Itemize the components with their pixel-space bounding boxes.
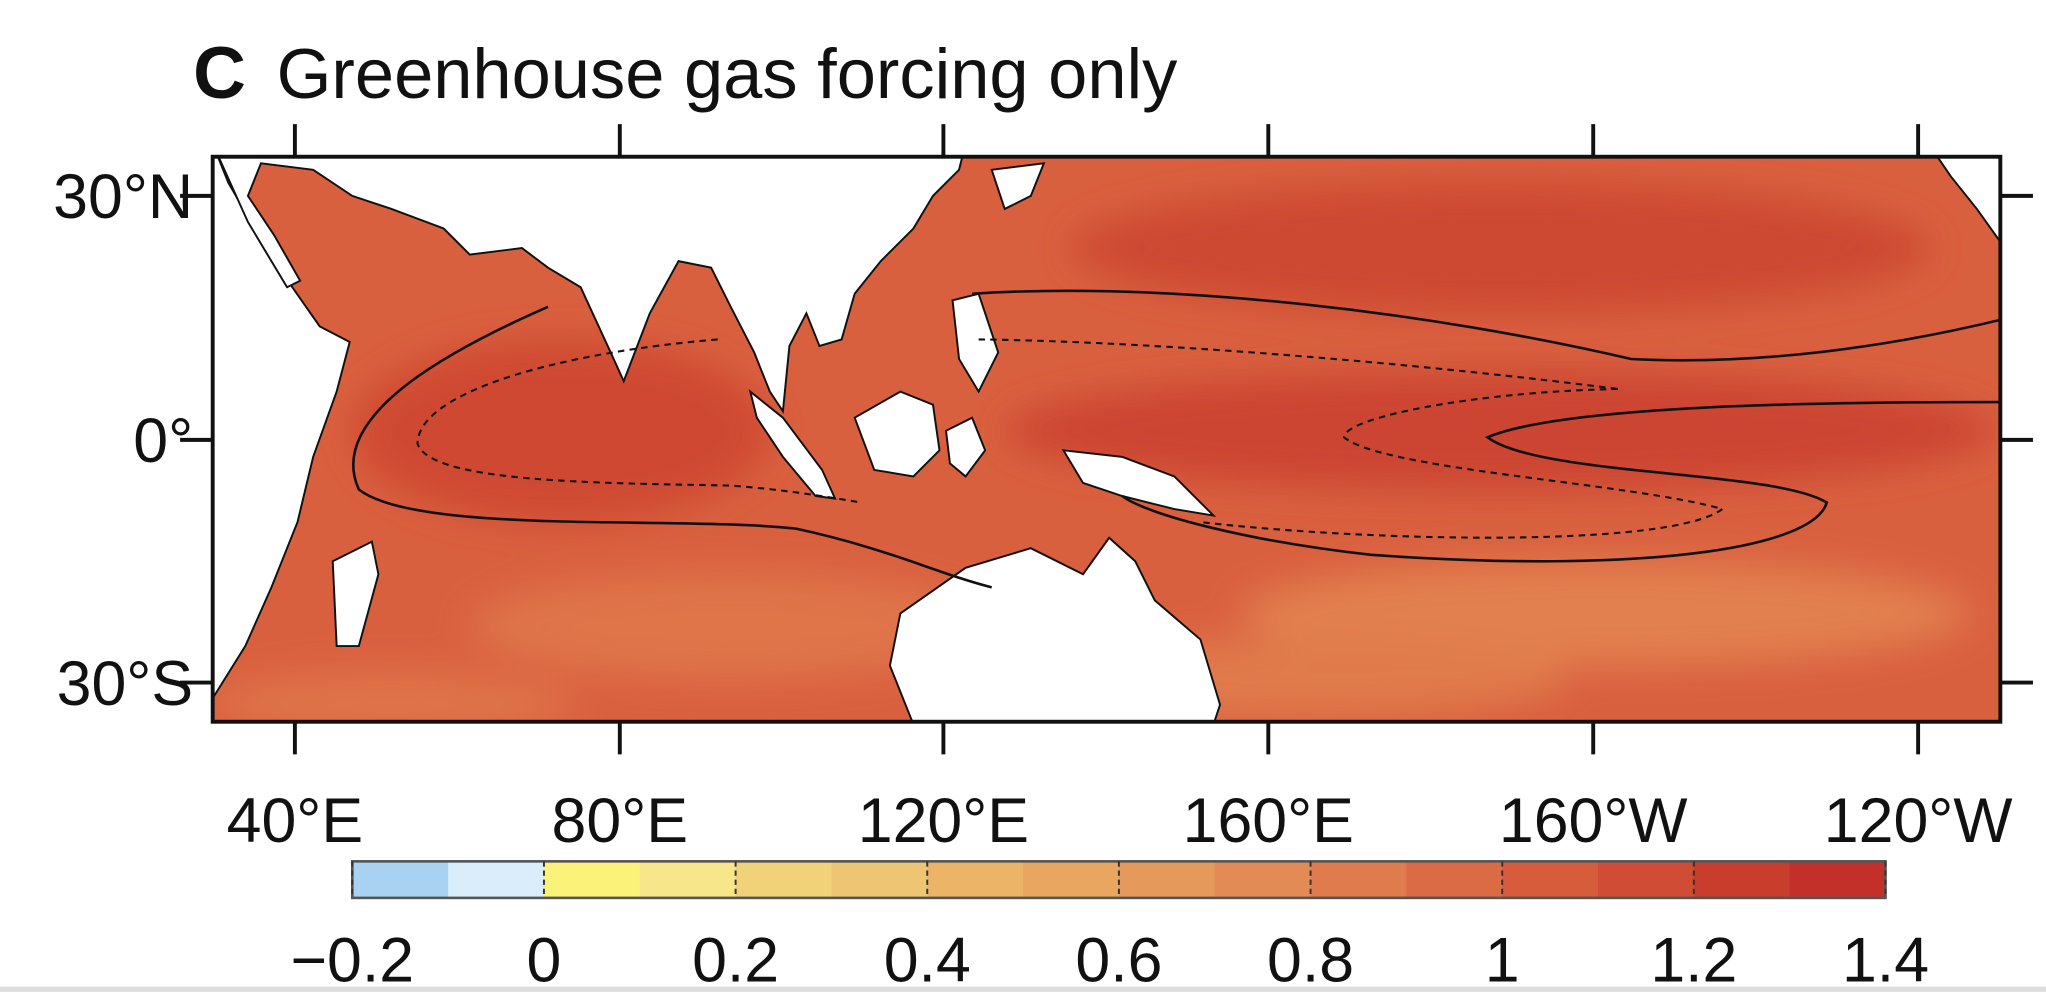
colorbar-tick-label: 0.6 (1075, 925, 1162, 992)
lon-label: 80°E (552, 786, 688, 856)
colorbar-segment (1502, 861, 1599, 898)
lon-label: 40°E (227, 786, 363, 856)
land (212, 156, 2001, 722)
panel-label: C (193, 33, 246, 114)
colorbar-segment (639, 861, 737, 898)
lon-label: 120°E (858, 786, 1029, 856)
contours (352, 289, 2001, 589)
colorbar-tick-label: −0.2 (290, 925, 414, 992)
colorbar-segment (448, 861, 545, 898)
colorbar-tick-label: 0.2 (692, 925, 779, 992)
colorbar-segment (735, 861, 833, 898)
lon-label: 160°W (1499, 786, 1688, 856)
bottom-edge (0, 986, 2046, 992)
lon-label: 160°E (1183, 786, 1354, 856)
colorbar-segment (352, 861, 449, 898)
colorbar-tick-label: 0.8 (1267, 925, 1354, 992)
colorbar-segment (1214, 861, 1312, 898)
colorbar-tick-label: 0.4 (884, 925, 971, 992)
colorbar-tick-label: 0 (527, 925, 562, 992)
colorbar-segment (927, 861, 1024, 898)
map-axes: 30°N0°30°S40°E 80°E 120°E 160°E 160°W 120°W (53, 124, 2033, 856)
colorbar-segment (1406, 861, 1503, 898)
colorbar-tick-label: 1 (1485, 925, 1520, 992)
colorbar-segment (1310, 861, 1408, 898)
colorbar-segment (1598, 861, 1695, 898)
colorbar-tick-label: 1.2 (1650, 925, 1737, 992)
colorbar-tick-label: 1.4 (1842, 925, 1929, 992)
colorbar-segment (831, 861, 928, 898)
colorbar-segment (1023, 861, 1120, 898)
colorbar: −0.2 0 0.2 0.4 0.6 0.8 1 1.2 1.4 (290, 860, 1929, 992)
lon-label: 120°W (1824, 786, 2013, 856)
colorbar-segment (1118, 861, 1216, 898)
lat-label: 30°S (57, 649, 193, 719)
colorbar-segment (1789, 861, 1887, 898)
lat-label: 30°N (53, 162, 193, 232)
colorbar-segment (543, 861, 641, 898)
panel-title: Greenhouse gas forcing only (277, 34, 1179, 113)
colorbar-segment (1693, 861, 1791, 898)
map-field (212, 156, 2001, 722)
